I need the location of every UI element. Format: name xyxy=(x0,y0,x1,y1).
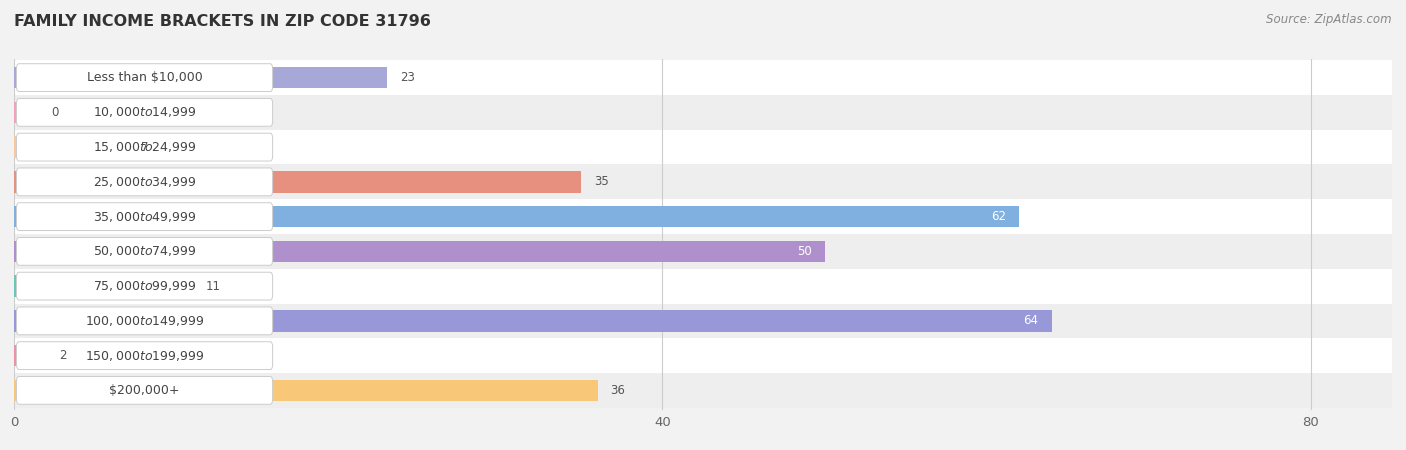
Text: 7: 7 xyxy=(141,140,148,153)
Text: FAMILY INCOME BRACKETS IN ZIP CODE 31796: FAMILY INCOME BRACKETS IN ZIP CODE 31796 xyxy=(14,14,430,28)
Text: Less than $10,000: Less than $10,000 xyxy=(87,71,202,84)
Text: $100,000 to $149,999: $100,000 to $149,999 xyxy=(84,314,204,328)
Text: 35: 35 xyxy=(595,176,609,189)
Bar xyxy=(14,338,1392,373)
Text: $25,000 to $34,999: $25,000 to $34,999 xyxy=(93,175,197,189)
Text: $50,000 to $74,999: $50,000 to $74,999 xyxy=(93,244,197,258)
Bar xyxy=(14,275,193,297)
Text: $75,000 to $99,999: $75,000 to $99,999 xyxy=(93,279,197,293)
Text: 64: 64 xyxy=(1024,315,1039,328)
FancyBboxPatch shape xyxy=(17,307,273,335)
Text: $10,000 to $14,999: $10,000 to $14,999 xyxy=(93,105,197,119)
Bar xyxy=(14,102,38,123)
Bar xyxy=(14,95,1392,130)
Text: Source: ZipAtlas.com: Source: ZipAtlas.com xyxy=(1267,14,1392,27)
Bar xyxy=(14,303,1392,338)
Text: 23: 23 xyxy=(399,71,415,84)
Bar xyxy=(14,234,1392,269)
Text: $150,000 to $199,999: $150,000 to $199,999 xyxy=(84,349,204,363)
Bar xyxy=(14,67,387,88)
Bar xyxy=(14,241,824,262)
FancyBboxPatch shape xyxy=(17,377,273,404)
FancyBboxPatch shape xyxy=(17,168,273,196)
Bar xyxy=(14,199,1392,234)
FancyBboxPatch shape xyxy=(17,133,273,161)
FancyBboxPatch shape xyxy=(17,64,273,91)
FancyBboxPatch shape xyxy=(17,238,273,266)
Text: 62: 62 xyxy=(991,210,1007,223)
Text: 11: 11 xyxy=(205,279,221,292)
Text: $35,000 to $49,999: $35,000 to $49,999 xyxy=(93,210,197,224)
Bar xyxy=(14,171,582,193)
Text: $15,000 to $24,999: $15,000 to $24,999 xyxy=(93,140,197,154)
Bar xyxy=(14,165,1392,199)
Text: $200,000+: $200,000+ xyxy=(110,384,180,397)
Text: 2: 2 xyxy=(59,349,67,362)
FancyBboxPatch shape xyxy=(17,272,273,300)
Bar xyxy=(14,380,598,401)
FancyBboxPatch shape xyxy=(17,99,273,126)
Bar xyxy=(14,373,1392,408)
FancyBboxPatch shape xyxy=(17,202,273,230)
Text: 50: 50 xyxy=(797,245,811,258)
Bar xyxy=(14,136,128,158)
Bar xyxy=(14,206,1019,227)
Bar xyxy=(14,60,1392,95)
Bar xyxy=(14,310,1052,332)
FancyBboxPatch shape xyxy=(17,342,273,369)
Text: 0: 0 xyxy=(52,106,59,119)
Text: 36: 36 xyxy=(610,384,626,397)
Bar xyxy=(14,345,46,366)
Bar xyxy=(14,269,1392,303)
Bar xyxy=(14,130,1392,165)
